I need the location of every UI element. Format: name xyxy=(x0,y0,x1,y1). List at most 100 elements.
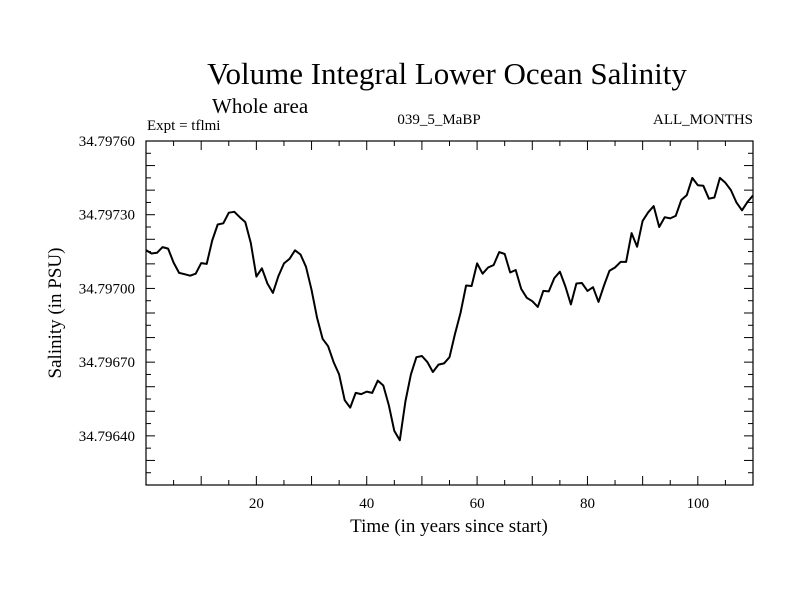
data-point xyxy=(460,312,462,314)
data-point xyxy=(377,380,379,382)
data-point xyxy=(691,177,693,179)
y-tick-label: 34.79760 xyxy=(79,134,135,150)
data-point xyxy=(542,290,544,292)
data-point xyxy=(360,393,362,395)
data-point xyxy=(432,371,434,373)
data-point xyxy=(537,306,539,308)
data-point xyxy=(631,232,633,234)
data-point xyxy=(686,194,688,196)
data-point xyxy=(195,273,197,275)
data-point xyxy=(410,373,412,375)
months-label: ALL_MONTHS xyxy=(653,112,753,128)
data-point xyxy=(382,385,384,387)
chart-title: Volume Integral Lower Ocean Salinity xyxy=(207,56,687,91)
data-point xyxy=(206,263,208,265)
data-point xyxy=(454,333,456,335)
data-point xyxy=(255,276,257,278)
data-point xyxy=(741,209,743,211)
data-point xyxy=(426,361,428,363)
x-tick-label: 80 xyxy=(580,496,595,512)
data-point xyxy=(162,246,164,248)
data-point xyxy=(333,361,335,363)
data-point xyxy=(592,286,594,288)
data-point xyxy=(399,439,401,441)
data-point xyxy=(388,404,390,406)
data-point xyxy=(366,391,368,393)
plot-frame xyxy=(145,140,754,486)
data-point xyxy=(239,216,241,218)
data-point xyxy=(625,261,627,263)
y-tick-label: 34.79670 xyxy=(79,355,135,371)
data-point xyxy=(482,273,484,275)
data-point xyxy=(642,220,644,222)
data-point xyxy=(487,267,489,269)
data-point xyxy=(614,267,616,269)
x-tick-labels: 20 40 60 80 100 xyxy=(249,496,709,512)
data-point xyxy=(476,262,478,264)
data-point xyxy=(636,246,638,248)
data-point xyxy=(349,407,351,409)
data-point xyxy=(415,356,417,358)
x-axis-title: Time (in years since start) xyxy=(350,516,548,537)
data-point xyxy=(581,282,583,284)
data-point xyxy=(587,290,589,292)
data-point xyxy=(233,211,235,213)
data-point xyxy=(167,248,169,250)
data-point xyxy=(548,290,550,292)
data-point xyxy=(609,270,611,272)
data-point xyxy=(559,271,561,273)
data-point xyxy=(173,262,175,264)
data-point xyxy=(200,262,202,264)
data-point xyxy=(653,205,655,207)
data-point xyxy=(145,249,147,251)
data-point xyxy=(504,253,506,255)
data-points xyxy=(145,177,754,441)
data-point xyxy=(719,177,721,179)
data-point xyxy=(421,355,423,357)
x-tick-label: 100 xyxy=(687,496,710,512)
data-point xyxy=(702,185,704,187)
data-point xyxy=(498,251,500,253)
data-point xyxy=(680,199,682,201)
data-point xyxy=(311,289,313,291)
data-point xyxy=(575,283,577,285)
data-point xyxy=(305,266,307,268)
data-point xyxy=(277,275,279,277)
data-point xyxy=(647,211,649,213)
chart-subtitle: Whole area xyxy=(212,94,309,118)
data-point xyxy=(300,254,302,256)
data-point xyxy=(658,226,660,228)
y-tick-label: 34.79640 xyxy=(79,429,135,445)
y-tick-label: 34.79700 xyxy=(79,281,135,297)
data-point xyxy=(393,430,395,432)
data-point xyxy=(404,401,406,403)
data-point xyxy=(371,392,373,394)
data-point xyxy=(316,317,318,319)
data-point xyxy=(598,301,600,303)
data-point xyxy=(570,303,572,305)
data-point xyxy=(189,275,191,277)
data-point xyxy=(509,272,511,274)
data-point xyxy=(747,201,749,203)
y-tick-label: 34.79730 xyxy=(79,208,135,224)
data-point xyxy=(730,189,732,191)
data-point xyxy=(520,288,522,290)
data-point xyxy=(211,240,213,242)
data-point xyxy=(526,297,528,299)
data-point xyxy=(531,300,533,302)
experiment-label: Expt = tflmi xyxy=(147,118,220,134)
data-point xyxy=(261,267,263,269)
data-point xyxy=(338,373,340,375)
data-point xyxy=(735,201,737,203)
data-point xyxy=(752,195,754,197)
data-point xyxy=(443,362,445,364)
data-point xyxy=(151,253,153,255)
data-point xyxy=(250,242,252,244)
data-point xyxy=(553,277,555,279)
data-point xyxy=(322,338,324,340)
data-point xyxy=(294,249,296,251)
data-point xyxy=(620,261,622,263)
data-point xyxy=(708,198,710,200)
data-point xyxy=(438,364,440,366)
